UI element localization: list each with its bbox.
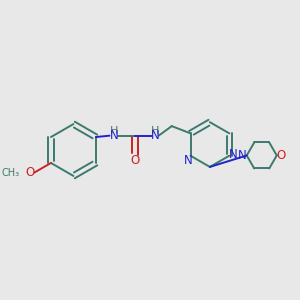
Text: CH₃: CH₃ <box>1 167 20 178</box>
Text: O: O <box>25 166 34 179</box>
Text: O: O <box>277 149 286 162</box>
Text: H: H <box>110 126 118 136</box>
Text: N: N <box>183 154 192 167</box>
Text: O: O <box>130 154 140 167</box>
Text: N: N <box>110 129 119 142</box>
Text: N: N <box>229 148 238 160</box>
Text: N: N <box>238 149 247 162</box>
Text: H: H <box>151 126 160 136</box>
Text: N: N <box>151 129 160 142</box>
